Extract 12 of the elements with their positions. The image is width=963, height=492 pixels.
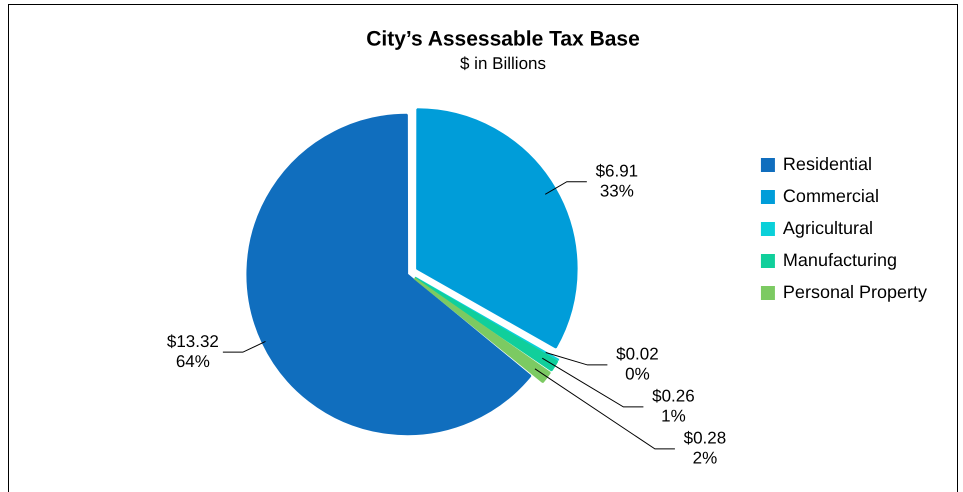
legend-label: Commercial — [782, 186, 879, 206]
data-label: $13.32 64% — [166, 332, 219, 371]
legend-label: Personal Property — [782, 282, 928, 302]
data-label: $0.26 1% — [652, 386, 695, 426]
legend-label: Manufacturing — [782, 250, 898, 270]
legend-label: Residential — [782, 154, 872, 174]
data-label: $0.28 2% — [684, 428, 726, 468]
chart-title: City’s Assessable Tax Base — [366, 27, 640, 50]
data-label: $0.02 0% — [616, 344, 659, 384]
chart-subtitle: $ in Billions — [460, 54, 546, 74]
legend-label: Agricultural — [782, 218, 873, 238]
data-label: $6.91 33% — [596, 161, 638, 200]
